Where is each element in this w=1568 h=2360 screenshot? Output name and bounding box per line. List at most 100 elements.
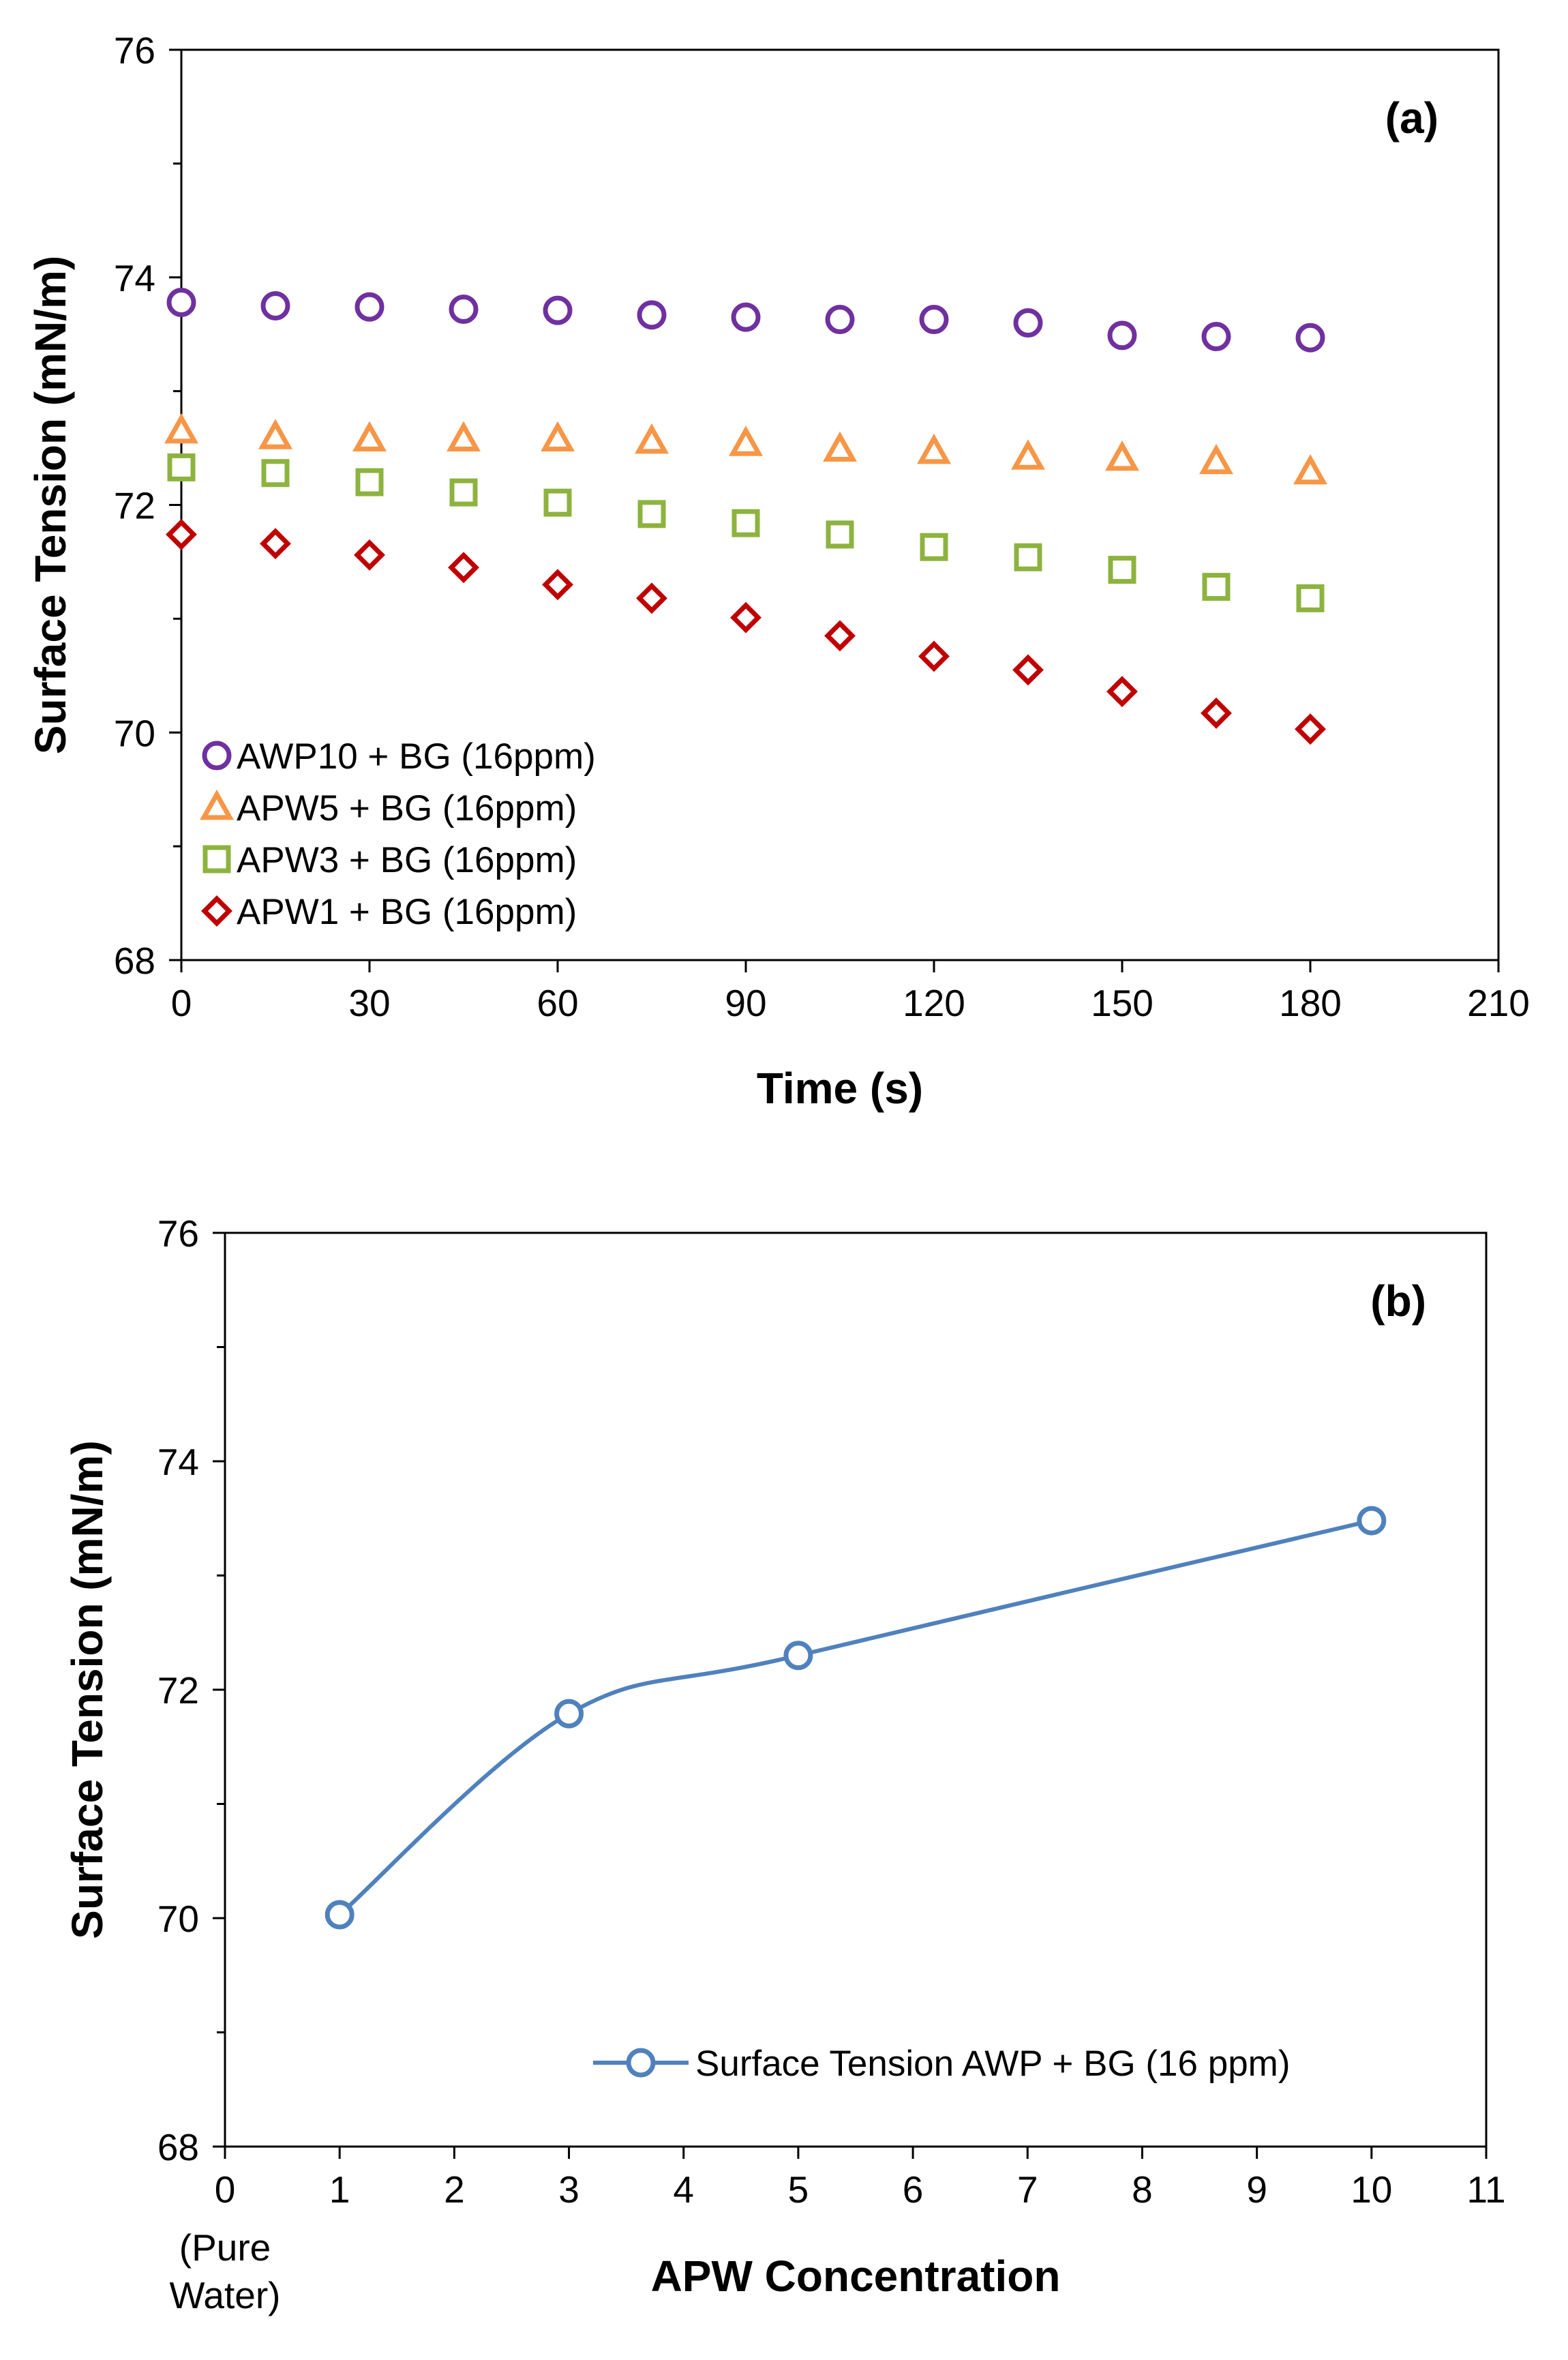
- legend-marker-triangle: [200, 789, 234, 820]
- legend-label: AWP10 + BG (16ppm): [237, 736, 596, 777]
- data-point-circle: [1201, 322, 1231, 352]
- x-tick-label: 8: [1132, 2168, 1153, 2211]
- data-point-circle: [731, 302, 761, 332]
- x-tick-label: 60: [537, 982, 578, 1024]
- data-point-triangle: [352, 421, 387, 452]
- y-axis-title: Surface Tension (mN/m): [63, 1440, 112, 1939]
- x-tick-label: 6: [903, 2168, 924, 2211]
- data-point-triangle: [164, 413, 198, 444]
- series-square: [167, 453, 1325, 612]
- data-point-diamond: [918, 640, 950, 672]
- x-tick-label: 210: [1467, 982, 1530, 1024]
- data-point-circle: [1013, 308, 1043, 338]
- legend-label: APW3 + BG (16ppm): [237, 840, 577, 880]
- series-diamond: [166, 518, 1326, 745]
- data-point-triangle: [258, 419, 292, 449]
- data-point-square: [449, 478, 478, 507]
- plot-frame: [224, 1231, 1488, 2148]
- x-tick-label: 7: [1017, 2168, 1038, 2211]
- y-tick-label: 76: [157, 1212, 199, 1255]
- x-tick-label: 2: [444, 2168, 465, 2211]
- x-tick-label: 5: [788, 2168, 809, 2211]
- legend-label: Surface Tension AWP + BG (16 ppm): [695, 2044, 1290, 2084]
- panel-label: (a): [1385, 93, 1438, 143]
- x-tick-note: Water): [170, 2274, 281, 2316]
- data-point-diamond: [1295, 713, 1326, 745]
- legend-marker-square: [202, 845, 231, 873]
- data-point-circle: [1295, 323, 1325, 353]
- legend: Surface Tension AWP + BG (16 ppm): [593, 2044, 1290, 2084]
- data-point-diamond: [1106, 676, 1138, 708]
- data-point-square: [637, 500, 666, 528]
- data-point-square: [167, 453, 196, 481]
- legend-marker-circle: [202, 741, 232, 771]
- data-point-circle: [166, 287, 196, 317]
- data-point-square: [1296, 584, 1325, 612]
- panel-label: (b): [1370, 1276, 1426, 1326]
- y-tick-label: 70: [114, 712, 155, 754]
- x-tick-label: 4: [673, 2168, 694, 2211]
- data-point-square: [543, 488, 572, 517]
- data-point-circle: [449, 294, 479, 324]
- data-point-square: [1202, 573, 1231, 601]
- data-point-square: [826, 520, 854, 549]
- data-point-diamond: [824, 620, 856, 652]
- data-point-diamond: [1201, 697, 1232, 729]
- data-point-diamond: [730, 601, 762, 633]
- y-tick-label: 72: [114, 485, 155, 527]
- series-circle: [166, 287, 1325, 353]
- x-tick-label: 120: [903, 982, 965, 1024]
- y-tick-label: 68: [157, 2126, 199, 2168]
- data-point-triangle: [1293, 453, 1327, 485]
- data-point-diamond: [1012, 654, 1044, 686]
- x-tick-label: 3: [558, 2168, 579, 2211]
- data-point-circle: [637, 300, 667, 330]
- x-tick-note: (Pure: [179, 2226, 271, 2269]
- data-point-circle: [543, 295, 573, 325]
- y-axis-title: Surface Tension (mN/m): [26, 256, 75, 754]
- data-point-circle: [260, 290, 290, 320]
- x-tick-label: 150: [1091, 982, 1154, 1024]
- data-point-triangle: [635, 423, 669, 454]
- chart-panel-b: 68 70 72 74 76 0 1 2 3 4 5 6 7 8 9 10 11 APW Concentratio…: [63, 1212, 1506, 2316]
- legend-label: APW5 + BG (16ppm): [237, 788, 577, 828]
- x-axis-title: APW Concentration: [651, 2252, 1061, 2301]
- data-point-circle: [783, 1641, 813, 1671]
- legend: AWP10 + BG (16ppm) APW5 + BG (16ppm) APW3 …: [200, 736, 596, 932]
- data-point-circle: [1357, 1506, 1387, 1536]
- x-axis-title: Time (s): [757, 1064, 923, 1113]
- data-point-circle: [325, 1900, 355, 1930]
- y-tick-label: 72: [157, 1669, 199, 1712]
- legend-marker-circle: [626, 2048, 656, 2078]
- data-point-square: [261, 459, 290, 488]
- data-point-triangle: [447, 421, 481, 452]
- series-line: [338, 1519, 1372, 1917]
- x-tick-label: 180: [1279, 982, 1342, 1024]
- data-point-circle: [355, 292, 385, 322]
- data-point-square: [355, 468, 384, 496]
- x-tick-label: 10: [1351, 2168, 1392, 2211]
- data-point-circle: [919, 304, 949, 334]
- y-tick-label: 76: [114, 29, 155, 72]
- data-point-circle: [554, 1699, 584, 1729]
- data-point-triangle: [1105, 440, 1139, 471]
- data-point-diamond: [260, 528, 291, 560]
- data-point-square: [1014, 543, 1042, 571]
- chart-panel-a: 68 70 72 74 76 0 30 60 90 120 150 180 210 Time (s) Sur…: [26, 29, 1530, 1113]
- data-point-triangle: [729, 425, 763, 456]
- y-tick-label: 74: [114, 257, 155, 299]
- y-tick-label: 68: [114, 940, 155, 982]
- data-point-triangle: [1011, 439, 1045, 470]
- x-tick-label: 11: [1466, 2168, 1505, 2211]
- legend-marker-diamond: [201, 895, 232, 927]
- x-tick-label: 0: [215, 2168, 236, 2211]
- x-tick-label: 30: [348, 982, 390, 1024]
- data-point-triangle: [541, 421, 575, 452]
- x-tick-label: 90: [725, 982, 766, 1024]
- data-point-diamond: [448, 552, 479, 584]
- x-tick-label: 1: [329, 2168, 350, 2211]
- data-point-circle: [825, 304, 855, 334]
- data-point-circle: [1107, 320, 1137, 350]
- x-tick-label: 9: [1246, 2168, 1267, 2211]
